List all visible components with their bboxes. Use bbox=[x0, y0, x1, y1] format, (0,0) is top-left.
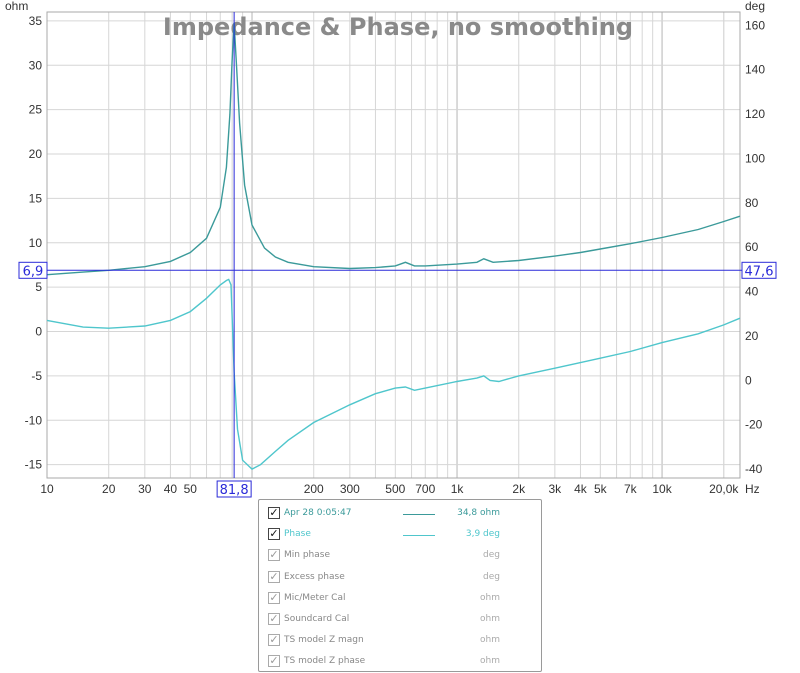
plot-frame bbox=[46, 11, 741, 479]
legend-series-name: Soundcard Cal bbox=[284, 614, 350, 624]
legend-row[interactable]: ✓ Min phase deg bbox=[259, 546, 541, 567]
grid bbox=[46, 12, 740, 478]
legend-value: ohm bbox=[480, 614, 500, 624]
legend-row[interactable]: ✓ Soundcard Cal ohm bbox=[259, 610, 541, 631]
x-tick-label: 40 bbox=[164, 482, 178, 496]
x-tick-label: 300 bbox=[340, 482, 360, 496]
series-line-0 bbox=[46, 22, 741, 276]
x-tick-label: 1k bbox=[451, 482, 465, 496]
legend-series-name: Mic/Meter Cal bbox=[284, 592, 346, 603]
legend-series-name: Apr 28 0:05:47 bbox=[284, 508, 352, 518]
series-line-1 bbox=[46, 278, 741, 470]
cursor-left-value: 6,9 bbox=[23, 264, 44, 279]
legend-row[interactable]: ✓ TS model Z magn ohm bbox=[259, 631, 541, 652]
y-right-tick-label: 60 bbox=[745, 240, 759, 254]
legend-series-name: Min phase bbox=[284, 550, 330, 561]
y-left-tick-label: -10 bbox=[25, 413, 43, 427]
y-right-ticks: -40 -20 0 20 40 60 80 100 120 140 160 bbox=[745, 18, 765, 476]
legend-value: 3,9 deg bbox=[465, 529, 500, 540]
legend-checkbox[interactable]: ✓ bbox=[268, 506, 280, 519]
cursor-x-value-box bbox=[216, 480, 252, 498]
y-right-tick-label: 160 bbox=[745, 18, 765, 32]
x-tick-label: 5k bbox=[594, 482, 608, 496]
y-left-tick-label: 5 bbox=[35, 280, 42, 294]
y-left-tick-label: 35 bbox=[29, 14, 43, 28]
legend-row[interactable]: ✓ Apr 28 0:05:47 34,8 ohm bbox=[259, 504, 541, 525]
legend-value: deg bbox=[483, 550, 500, 561]
y-right-tick-label: 0 bbox=[745, 373, 752, 387]
x-tick-label: 20 bbox=[102, 482, 116, 496]
legend-checkbox[interactable]: ✓ bbox=[268, 548, 280, 562]
x-unit-label: Hz bbox=[745, 482, 760, 496]
x-tick-label: 4k bbox=[574, 482, 588, 496]
legend-row[interactable]: ✓ Excess phase deg bbox=[259, 568, 541, 589]
y-right-tick-label: -20 bbox=[745, 418, 763, 432]
legend-line-swatch bbox=[403, 535, 435, 537]
legend-checkbox[interactable]: ✓ bbox=[268, 654, 280, 668]
cursor[interactable]: 6,9 47,6 81,8 bbox=[18, 12, 777, 498]
legend-checkbox[interactable]: ✓ bbox=[268, 612, 280, 625]
y-left-tick-label: 0 bbox=[35, 325, 42, 339]
y-left-tick-label: 15 bbox=[29, 191, 43, 205]
y-right-tick-label: 40 bbox=[745, 285, 759, 299]
chart-title: Impedance & Phase, no smoothing bbox=[163, 13, 633, 41]
y-left-tick-label: 25 bbox=[29, 103, 43, 117]
cursor-x-value: 81,8 bbox=[220, 483, 249, 498]
legend-series-name: Excess phase bbox=[284, 571, 345, 582]
y-right-tick-label: 80 bbox=[745, 196, 759, 210]
x-tick-label: 20,0k bbox=[709, 482, 739, 496]
legend-value: 34,8 ohm bbox=[457, 508, 500, 518]
x-tick-label: 7k bbox=[624, 482, 638, 496]
y-right-unit-label: deg bbox=[745, 0, 765, 13]
legend-row[interactable]: ✓ Mic/Meter Cal ohm bbox=[259, 589, 541, 610]
y-right-tick-label: -40 bbox=[745, 462, 763, 476]
legend-value: deg bbox=[483, 571, 500, 582]
y-left-tick-label: -15 bbox=[25, 458, 43, 472]
y-right-tick-label: 100 bbox=[745, 151, 765, 165]
legend-series-name: TS model Z phase bbox=[284, 656, 366, 667]
legend-value: ohm bbox=[480, 635, 500, 646]
x-tick-label: 200 bbox=[304, 482, 324, 496]
series-layer bbox=[46, 22, 741, 470]
cursor-right-value: 47,6 bbox=[745, 264, 774, 279]
x-tick-label: 2k bbox=[512, 482, 526, 496]
y-right-tick-label: 20 bbox=[745, 329, 759, 343]
x-tick-label: 10 bbox=[40, 482, 54, 496]
y-left-tick-label: 10 bbox=[29, 236, 43, 250]
legend-series-name: TS model Z magn bbox=[284, 635, 364, 646]
legend-checkbox[interactable]: ✓ bbox=[268, 527, 280, 541]
y-left-unit-label: ohm bbox=[5, 0, 28, 13]
x-tick-label: 500 bbox=[385, 482, 405, 496]
x-tick-label: 10k bbox=[652, 482, 672, 496]
y-left-tick-label: -5 bbox=[31, 369, 42, 383]
legend-line-swatch bbox=[403, 514, 435, 515]
legend-panel: ✓ Apr 28 0:05:47 34,8 ohm ✓ Phase 3,9 deg ✓ Min… bbox=[258, 499, 542, 672]
legend-checkbox[interactable]: ✓ bbox=[268, 633, 280, 647]
plot-area[interactable] bbox=[47, 12, 740, 478]
y-right-tick-label: 120 bbox=[745, 107, 765, 121]
cursor-right-value-box bbox=[741, 261, 777, 279]
legend-checkbox[interactable]: ✓ bbox=[268, 590, 280, 604]
y-left-tick-label: 30 bbox=[29, 58, 43, 72]
cursor-left-value-box bbox=[18, 261, 48, 279]
x-tick-label: 700 bbox=[415, 482, 435, 496]
x-tick-label: 3k bbox=[549, 482, 563, 496]
x-ticks: 10 20 30 40 50 200 300 500 700 1k 2k 3k 4k 5k 7k 10k 20,… bbox=[40, 482, 739, 496]
legend-series-name: Phase bbox=[284, 529, 311, 540]
y-left-tick-label: 20 bbox=[29, 147, 43, 161]
legend-value: ohm bbox=[480, 592, 500, 603]
legend-value: ohm bbox=[480, 656, 500, 667]
y-left-ticks: -15 -10 -5 0 5 10 15 20 25 30 35 bbox=[25, 14, 43, 472]
y-right-tick-label: 140 bbox=[745, 63, 765, 77]
legend-row[interactable]: ✓ Phase 3,9 deg bbox=[259, 525, 541, 546]
legend-checkbox[interactable]: ✓ bbox=[268, 569, 280, 583]
x-tick-label: 30 bbox=[138, 482, 152, 496]
x-tick-label: 50 bbox=[184, 482, 198, 496]
legend-row[interactable]: ✓ TS model Z phase ohm bbox=[259, 652, 541, 673]
impedance-phase-chart: Impedance & Phase, no smoothing ohm deg … bbox=[5, 0, 777, 498]
